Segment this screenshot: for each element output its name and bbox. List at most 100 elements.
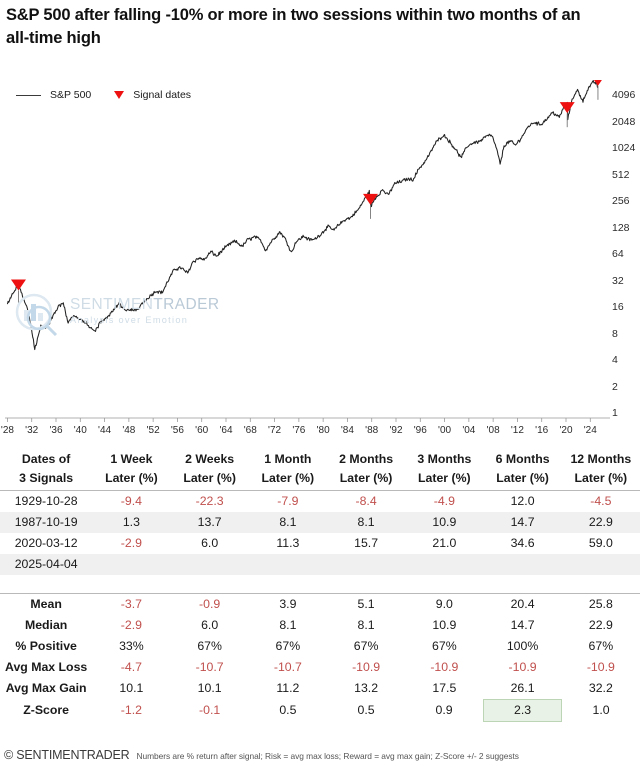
stat-label-cell: Z-Score xyxy=(23,702,70,717)
x-tick-label-12: '12 xyxy=(510,425,524,436)
spacer-cell xyxy=(326,575,406,593)
stat-value-cell: 5.1 xyxy=(326,592,406,615)
x-tick-label-16: '16 xyxy=(535,425,549,436)
stat-value-cell: 32.2 xyxy=(588,680,613,695)
column-header-top-5: 3 Months xyxy=(417,452,472,466)
spacer-cell xyxy=(405,575,484,593)
x-tick-label-84: '84 xyxy=(340,425,354,436)
spacer-cell xyxy=(170,575,249,593)
column-header-top-1: 1 Week xyxy=(110,452,153,466)
column-header-bottom-0: 3 Signals xyxy=(0,469,93,491)
stat-value-cell: -10.7 xyxy=(273,659,302,674)
table-row: 2020-03-12 -2.9 6.0 11.3 15.7 21.0 34.6 59.0 xyxy=(0,533,640,554)
stat-value-cell: 14.7 xyxy=(510,617,535,632)
return-cell: -4.5 xyxy=(590,494,612,508)
x-tick-label-28: '28 xyxy=(0,425,14,436)
x-tick-label-56: '56 xyxy=(170,425,184,436)
column-header-bottom-7: Later (%) xyxy=(561,469,640,491)
column-header-bottom-4: Later (%) xyxy=(326,469,406,491)
signal-marker-2020-03-12 xyxy=(559,102,575,114)
x-tick-label-08: '08 xyxy=(486,425,500,436)
stat-value-cell: 26.1 xyxy=(510,680,535,695)
x-tick-label-24: '24 xyxy=(583,425,597,436)
stat-value-cell: -4.7 xyxy=(120,659,142,674)
stats-row-median: Median -2.9 6.0 8.1 8.1 10.9 14.7 22.9 xyxy=(0,615,640,636)
stats-row--positive: % Positive 33% 67% 67% 67% 67% 100% 67% xyxy=(0,636,640,657)
column-header-top-3: 1 Month xyxy=(264,452,312,466)
stat-value-cell: 9.0 xyxy=(405,592,484,615)
return-cell: 59.0 xyxy=(588,536,613,550)
stat-value-cell: 10.1 xyxy=(119,680,144,695)
column-header-top-0: Dates of xyxy=(21,452,71,466)
x-tick-label-20: '20 xyxy=(559,425,573,436)
return-cell: 21.0 xyxy=(432,536,457,550)
return-cell xyxy=(561,554,640,575)
stat-label-cell: Median xyxy=(24,617,68,632)
stat-value-cell: -10.7 xyxy=(195,659,224,674)
x-tick-label-48: '48 xyxy=(122,425,136,436)
return-cell: -8.4 xyxy=(355,494,377,508)
y-tick-label-64: 64 xyxy=(612,248,624,260)
return-cell: -22.3 xyxy=(195,494,224,508)
table-row: 1987-10-19 1.3 13.7 8.1 8.1 10.9 14.7 22.9 xyxy=(0,512,640,533)
stat-label-cell: Avg Max Gain xyxy=(5,680,87,695)
stat-label-cell: % Positive xyxy=(15,638,77,653)
spacer-cell xyxy=(483,575,562,593)
y-tick-label-1: 1 xyxy=(612,407,618,419)
stat-value-cell: -1.2 xyxy=(120,702,142,717)
spacer-cell xyxy=(0,575,93,593)
legend-series-label: S&P 500 xyxy=(50,89,92,101)
stats-row-avg-max-loss: Avg Max Loss -4.7 -10.7 -10.7 -10.9 -10.9 -10.… xyxy=(0,657,640,678)
y-tick-label-256: 256 xyxy=(612,195,630,207)
spacer-cell xyxy=(248,575,327,593)
return-cell: 13.7 xyxy=(170,512,249,533)
x-tick-label-72: '72 xyxy=(268,425,282,436)
stat-value-cell: 0.9 xyxy=(435,702,453,717)
footnote: © SENTIMENTRADER Numbers are % return af… xyxy=(4,748,519,762)
stats-row-z-score: Z-Score -1.2 -0.1 0.5 0.5 0.9 2.3 1.0 xyxy=(0,698,640,722)
stat-value-cell: 11.2 xyxy=(276,680,300,695)
x-tick-label-80: '80 xyxy=(316,425,330,436)
return-cell: 15.7 xyxy=(354,536,379,550)
y-tick-label-128: 128 xyxy=(612,221,630,234)
x-tick-label-04: '04 xyxy=(462,425,476,436)
line-swatch-icon xyxy=(16,94,41,96)
x-tick-label-32: '32 xyxy=(25,425,39,436)
return-cell xyxy=(326,554,406,575)
stat-value-cell: 10.1 xyxy=(197,680,222,695)
spacer-cell xyxy=(561,575,640,593)
stat-value-cell: 67% xyxy=(197,638,222,653)
stat-value-cell: 8.1 xyxy=(357,617,375,632)
column-header-bottom-1: Later (%) xyxy=(92,469,171,491)
stat-value-cell: -0.9 xyxy=(170,592,249,615)
sp500-line xyxy=(6,80,599,351)
y-tick-label-32: 32 xyxy=(612,274,624,287)
stat-value-cell: 8.1 xyxy=(279,617,297,632)
footnote-text: Numbers are % return after signal; Risk … xyxy=(136,751,519,761)
return-cell: 6.0 xyxy=(201,536,219,550)
highlighted-zscore-cell: 2.3 xyxy=(482,698,563,722)
x-tick-label-68: '68 xyxy=(243,425,257,436)
return-cell xyxy=(92,554,171,575)
stat-value-cell: -2.9 xyxy=(120,617,142,632)
stats-row-mean: Mean -3.7 -0.9 3.9 5.1 9.0 20.4 25.8 xyxy=(0,592,640,615)
stat-label-cell: Mean xyxy=(0,592,93,615)
return-cell: 10.9 xyxy=(405,512,484,533)
return-cell: 34.6 xyxy=(510,536,535,550)
x-tick-label-00: '00 xyxy=(438,425,452,436)
spacer-cell xyxy=(92,575,171,593)
stat-value-cell: 13.2 xyxy=(354,680,379,695)
y-tick-label-2: 2 xyxy=(612,380,618,393)
return-cell: 12.0 xyxy=(510,494,535,508)
chart-canvas xyxy=(5,80,610,422)
stat-value-cell: 67% xyxy=(275,638,301,653)
return-cell xyxy=(405,554,484,575)
y-tick-label-8: 8 xyxy=(612,327,618,340)
x-tick-label-36: '36 xyxy=(49,425,63,436)
x-tick-label-96: '96 xyxy=(413,425,427,436)
signal-marker-1929-10-28 xyxy=(10,279,26,291)
chart-legend: S&P 500 Signal dates xyxy=(16,89,191,101)
y-tick-label-1024: 1024 xyxy=(612,142,636,154)
x-tick-label-40: '40 xyxy=(73,425,87,436)
